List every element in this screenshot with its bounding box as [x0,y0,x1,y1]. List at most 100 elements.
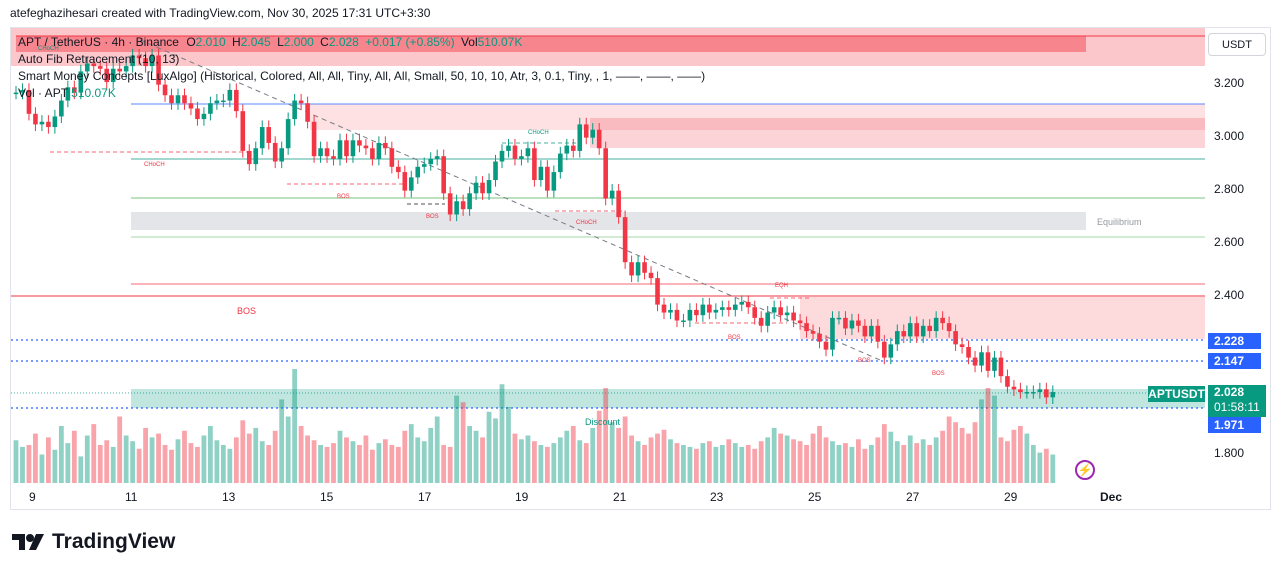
candle-body [953,331,958,345]
indicator-fib[interactable]: Auto Fib Retracement (10, 13) [18,52,180,66]
candle-body [72,87,77,93]
volume-value: 510.07K [477,35,523,49]
candle-body [279,148,284,162]
candle-body [415,166,421,178]
choch-label: CHoCH [576,220,597,226]
y-tick-label: 2.600 [1214,235,1245,249]
candle-body [1011,386,1017,390]
volume-bar [557,437,563,483]
candle-body [318,148,323,157]
candle-body [253,148,259,165]
volume-bar [441,445,447,483]
volume-bar [52,449,58,483]
volume-bar [324,446,330,483]
currency-selector[interactable]: USDT [1208,33,1266,56]
volume-bar [966,433,971,483]
candle-body [1024,392,1030,394]
volume-bar [836,445,842,483]
candle-body [182,95,187,104]
candle-body [201,113,207,120]
candle-body [46,121,51,128]
tradingview-logo-icon [12,534,44,550]
volume-bar [959,427,965,483]
volume-bar [169,449,174,483]
y-tick-label: 2.800 [1214,182,1245,196]
volume-bar [603,388,609,483]
volume-bar [616,427,622,483]
price-level-label: 2.147 [1208,353,1261,369]
candle-body [20,89,25,93]
smc-annotations: CHoCH CHoCH BOS BOS CHoCH CHoCH BOS BOS EQH BOS BO… [38,46,1142,427]
candle-body [726,307,732,310]
volume-bar [266,445,272,483]
x-tick-label: 19 [515,490,529,504]
candle-body [162,84,168,96]
x-tick-label: 11 [125,490,138,504]
candle-body [298,100,304,104]
indicator-volume-value: 510.07K [71,86,116,100]
candle-body [778,307,783,316]
candle-body [331,156,336,159]
brand-name: TradingView [52,530,176,553]
volume-bar [512,433,518,483]
candle-body [674,309,680,321]
indicator-smc[interactable]: Smart Money Concepts [LuxAlgo] (Historic… [18,69,706,83]
volume-bar [888,431,894,483]
volume-bar [91,424,97,483]
volume-bar [920,439,926,483]
candle-body [661,304,667,313]
volume-bar [162,445,168,483]
volume-bar [745,445,751,483]
volume-bar [208,426,213,483]
volume-bar [370,449,375,483]
indicator-volume[interactable]: Vol · APT 510.07K [18,85,705,102]
volume-bar [434,416,440,483]
volume-bar [149,437,155,483]
volume-bar [350,441,356,483]
lightning-bolt-icon[interactable]: ⚡ [1075,460,1095,480]
volume-bar [402,430,408,483]
volume-bar [570,426,576,483]
volume-bar [933,437,939,483]
candlesticks [13,48,1056,404]
volume-bar [758,441,764,483]
volume-bar [272,430,278,483]
candle-body [966,347,971,358]
candle-body [869,325,874,337]
volume-bar [525,435,531,483]
candle-body [13,92,19,95]
volume-bar [123,435,129,483]
candle-body [454,201,459,215]
candle-body [668,309,673,313]
symbol-title[interactable]: APT / TetherUS · 4h · Binance [18,35,179,49]
volume-bar [344,437,349,483]
candle-body [532,148,537,181]
volume-bar [1043,448,1049,483]
candle-body [370,148,375,159]
volume-bar [84,435,90,483]
volume-bar [687,446,693,483]
volume-bar [596,410,602,483]
volume-bar [233,437,239,483]
volume-bar [454,395,460,483]
candle-body [214,100,220,104]
symbol-ohlc-row[interactable]: APT / TetherUS · 4h · Binance O2.010 H2.… [18,34,705,51]
volume-bar [337,430,343,483]
candle-body [447,193,453,215]
volume-bar [58,426,64,483]
volume-bar [868,445,874,483]
candle-body [188,103,194,109]
candle-body [804,323,809,332]
candle-body [927,325,932,332]
volume-bar [1018,426,1023,483]
candle-body [758,317,764,326]
x-tick-label: 25 [808,490,822,504]
candle-body [564,145,570,154]
eqh-label: EQH [775,283,788,289]
volume-bar [668,439,673,483]
candle-body [985,352,991,371]
candle-body [221,100,226,103]
volume-bar [992,395,997,483]
volume-bar [1024,433,1030,483]
